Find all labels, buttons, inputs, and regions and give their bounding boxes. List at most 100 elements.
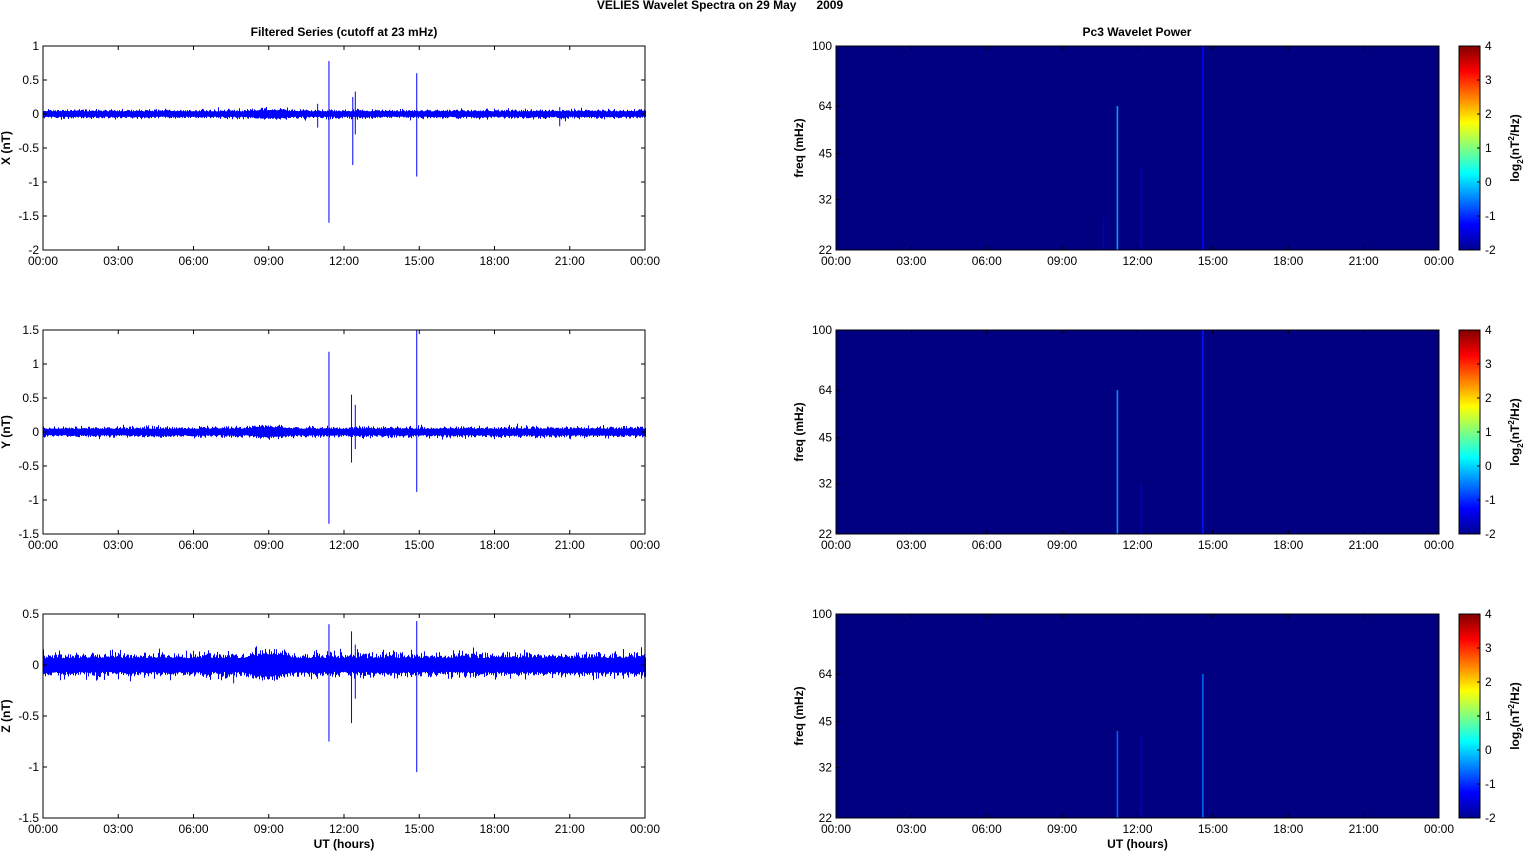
spectrum-xtick-label: 03:00 (896, 538, 926, 552)
colorbar-tick-label: 0 (1485, 175, 1492, 189)
ytick-label: -1.5 (18, 527, 39, 541)
timeseries-xtick-label: 12:00 (329, 822, 359, 836)
spectrum-xtick-label: 03:00 (896, 822, 926, 836)
ylabel: freq (mHz) (792, 118, 806, 177)
timeseries-xtick-label: 15:00 (404, 254, 434, 268)
ytick-label: 32 (819, 477, 833, 491)
ytick-label: 64 (819, 383, 833, 397)
ylabel: Y (nT) (0, 415, 13, 449)
ytick-label: 1 (32, 39, 39, 53)
power-streak (1116, 106, 1119, 250)
ytick-label: -1.5 (18, 811, 39, 825)
colorbar-label-part: log (1508, 164, 1522, 182)
spectrum-background (836, 330, 1439, 534)
colorbar-label-part: log (1508, 732, 1522, 750)
timeseries-xtick-label: 09:00 (254, 254, 284, 268)
colorbar-tick-label: 2 (1485, 107, 1492, 121)
timeseries-panel-2: 1.5 1 0.5 0 -0.5 -1 -1.5 Y (nT) 00:00 03:00 06:00 0… (0, 323, 660, 552)
timeseries-xtick-label: 21:00 (555, 538, 585, 552)
timeseries-panel-3: 0.5 0 -0.5 -1 -1.5 Z (nT) 00:00 03:00 06:00 09:00… (0, 607, 660, 851)
wavelet-power-title: Pc3 Wavelet Power (1083, 25, 1192, 39)
ytick-label: -1.5 (18, 209, 39, 223)
colorbar-tick-label: 4 (1485, 39, 1492, 53)
power-streak (1202, 674, 1204, 818)
colorbar-label-part: (nT (1508, 708, 1522, 727)
colorbar-label-part: 2 (1507, 420, 1516, 425)
ylabel: Z (nT) (0, 699, 13, 732)
colorbar-tick-label: -1 (1485, 209, 1496, 223)
ytick-label: 22 (819, 811, 833, 825)
timeseries-xtick-label: 09:00 (254, 538, 284, 552)
timeseries-xtick-label: 00:00 (630, 538, 660, 552)
timeseries-xtick-label: 09:00 (254, 822, 284, 836)
spectrum-xtick-label: 09:00 (1047, 538, 1077, 552)
timeseries-xtick-label: 18:00 (479, 254, 509, 268)
colorbar-tick-label: 0 (1485, 743, 1492, 757)
timeseries-xtick-label: 21:00 (555, 822, 585, 836)
spectrum-background (836, 46, 1439, 250)
colorbar-label-part: (nT (1508, 140, 1522, 159)
spectrum-xtick-label: 12:00 (1122, 254, 1152, 268)
timeseries-xtick-label: 06:00 (178, 254, 208, 268)
colorbar-tick-label: 2 (1485, 391, 1492, 405)
colorbar-label-part: /Hz) (1508, 114, 1522, 136)
colorbar-label-part: 2 (1507, 704, 1516, 709)
ytick-label: -1 (28, 175, 39, 189)
colorbar-tick-label: -1 (1485, 493, 1496, 507)
spectrum-xtick-label: 09:00 (1047, 254, 1077, 268)
timeseries-xtick-label: 03:00 (103, 822, 133, 836)
ytick-label: 32 (819, 761, 833, 775)
timeseries-xtick-label: 00:00 (28, 254, 58, 268)
plot-background (43, 46, 645, 250)
power-streak (1202, 330, 1204, 534)
colorbar-tick-label: 1 (1485, 141, 1492, 155)
spectrum-xtick-label: 03:00 (896, 254, 926, 268)
ytick-label: 45 (819, 431, 833, 445)
spectrum-xtick-label: 00:00 (821, 254, 851, 268)
ytick-label: 64 (819, 667, 833, 681)
spectrum-xtick-label: 06:00 (972, 822, 1002, 836)
timeseries-xtick-label: 15:00 (404, 822, 434, 836)
ylabel: freq (mHz) (792, 402, 806, 461)
colorbar-label-part: (nT (1508, 424, 1522, 443)
ytick-label: 0.5 (22, 73, 39, 87)
spectrum-xtick-label: 18:00 (1273, 254, 1303, 268)
ylabel: freq (mHz) (792, 686, 806, 745)
spectrum-xtick-label: 21:00 (1349, 538, 1379, 552)
colorbar-label: log2(nT2/Hz) (1507, 114, 1525, 182)
colorbar-tick-label: 3 (1485, 73, 1492, 87)
colorbar-tick-label: -2 (1485, 811, 1496, 825)
ytick-label: 64 (819, 99, 833, 113)
spectrum-background (836, 614, 1439, 818)
spectrum-xtick-label: 06:00 (972, 254, 1002, 268)
ytick-label: -1 (28, 493, 39, 507)
timeseries-xtick-label: 00:00 (28, 822, 58, 836)
ytick-label: 0 (32, 658, 39, 672)
colorbar-tick-label: 4 (1485, 607, 1492, 621)
timeseries-xtick-label: 03:00 (103, 538, 133, 552)
ylabel: X (nT) (0, 131, 13, 165)
spectrum-xtick-label: 12:00 (1122, 538, 1152, 552)
power-streak (1140, 483, 1143, 534)
colorbar-tick-label: -1 (1485, 777, 1496, 791)
colorbar-tick-label: 1 (1485, 425, 1492, 439)
ytick-label: 0 (32, 107, 39, 121)
spectrum-xlabel: UT (hours) (1107, 837, 1168, 851)
spectrum-xtick-label: 00:00 (1424, 822, 1454, 836)
colorbar-tick-label: 3 (1485, 641, 1492, 655)
colorbar-tick-label: 2 (1485, 675, 1492, 689)
spectrum-xtick-label: 12:00 (1122, 822, 1152, 836)
spectrum-xtick-label: 06:00 (972, 538, 1002, 552)
ytick-label: 100 (812, 323, 832, 337)
colorbar-label-part: /Hz) (1508, 682, 1522, 704)
plot-background (43, 614, 645, 818)
spectrum-xtick-label: 09:00 (1047, 822, 1077, 836)
timeseries-xtick-label: 18:00 (479, 822, 509, 836)
power-streak (1102, 217, 1105, 250)
timeseries-xtick-label: 15:00 (404, 538, 434, 552)
colorbar-tick-label: 1 (1485, 709, 1492, 723)
colorbar-label-part: 2 (1507, 136, 1516, 141)
